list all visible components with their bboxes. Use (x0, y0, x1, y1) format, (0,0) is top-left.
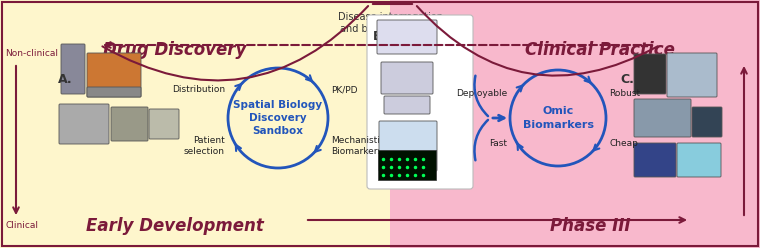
FancyBboxPatch shape (692, 107, 722, 137)
Text: Omic
Biomarkers: Omic Biomarkers (523, 106, 594, 130)
FancyBboxPatch shape (59, 104, 109, 144)
Text: A.: A. (58, 73, 73, 86)
FancyBboxPatch shape (377, 20, 437, 54)
FancyBboxPatch shape (367, 15, 473, 189)
Text: Clinical Practice: Clinical Practice (525, 41, 675, 59)
FancyBboxPatch shape (61, 44, 85, 94)
FancyBboxPatch shape (634, 143, 676, 177)
Text: Phase III: Phase III (549, 217, 630, 235)
FancyBboxPatch shape (87, 87, 141, 97)
FancyBboxPatch shape (634, 54, 666, 94)
Text: Disease interrogation
and back translation: Disease interrogation and back translati… (337, 12, 442, 33)
FancyBboxPatch shape (111, 107, 148, 141)
Bar (390, 0, 760, 248)
FancyBboxPatch shape (677, 143, 721, 177)
Bar (0, 0, 390, 248)
Text: Distribution: Distribution (172, 86, 225, 94)
FancyBboxPatch shape (381, 62, 433, 94)
Text: Mechanistic
Biomarkers: Mechanistic Biomarkers (331, 136, 385, 156)
FancyBboxPatch shape (384, 96, 430, 114)
Text: PK/PD: PK/PD (331, 86, 357, 94)
Text: Clinical: Clinical (5, 221, 38, 230)
Text: Robust: Robust (609, 89, 640, 97)
FancyBboxPatch shape (634, 99, 691, 137)
FancyBboxPatch shape (87, 53, 141, 97)
Text: Non-clinical: Non-clinical (5, 49, 58, 58)
FancyBboxPatch shape (379, 121, 437, 171)
Text: C.: C. (620, 73, 634, 86)
Text: Deployable: Deployable (456, 89, 507, 97)
Text: Early Development: Early Development (86, 217, 264, 235)
Text: Patient
selection: Patient selection (184, 136, 225, 156)
Text: Cheap: Cheap (609, 138, 638, 148)
Bar (378, 150, 436, 180)
FancyBboxPatch shape (149, 109, 179, 139)
Text: Drug Discovery: Drug Discovery (103, 41, 247, 59)
Text: B.: B. (373, 30, 388, 43)
Text: Fast: Fast (489, 138, 507, 148)
FancyBboxPatch shape (667, 53, 717, 97)
Text: Spatial Biology
Discovery
Sandbox: Spatial Biology Discovery Sandbox (233, 100, 322, 136)
